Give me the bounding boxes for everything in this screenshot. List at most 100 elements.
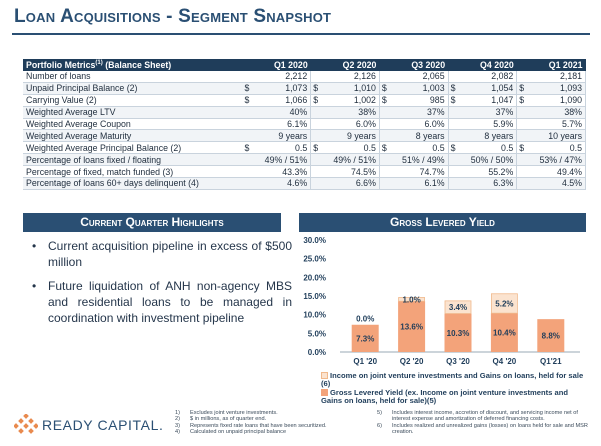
currency-sign: $ — [448, 94, 457, 107]
table-cell: 55.2% — [456, 165, 518, 179]
table-row: Number of loans 2,212 2,126 2,065 2,082 2,181 — [23, 71, 587, 83]
table-cell: 0.5 — [250, 141, 312, 155]
table-cell: 38% — [319, 106, 380, 119]
table-cell: 6.3% — [456, 177, 518, 190]
row-label: Weighted Average Maturity — [23, 129, 243, 143]
currency-sign: $ — [516, 82, 526, 95]
bar-jv-income — [398, 297, 425, 302]
table-cell: 5.7% — [525, 118, 587, 131]
table-row: Weighted Average Maturity 9 years 9 years 8… — [23, 129, 587, 143]
table-row: Unpaid Principal Balance (2) $1,073 $1,010… — [23, 82, 587, 95]
table-cell: 1,003 — [387, 82, 449, 95]
table-cell: 2,126 — [319, 71, 380, 83]
table-cell: 6.1% — [387, 177, 449, 190]
data-label: 10.3% — [447, 329, 470, 338]
bar-gross-yield — [351, 324, 379, 352]
table-cell: 50% / 50% — [456, 153, 518, 167]
table-cell: 51% / 49% — [387, 153, 449, 167]
x-tick-label: Q3 '20 — [446, 357, 470, 366]
currency-sign — [310, 129, 320, 143]
table-cell: 1,054 — [456, 82, 518, 95]
page-title: Loan Acquisitions - Segment Snapshot — [14, 6, 332, 27]
currency-sign — [516, 71, 526, 83]
col-header-q3-2020: Q3 2020 — [379, 59, 449, 71]
footnote: 5) Includes interest income, accretion of… — [377, 410, 578, 423]
highlight-item: Future liquidation of ANH non-agency MBS… — [32, 278, 292, 326]
x-tick-label: Q1'21 — [540, 357, 562, 366]
row-label: Weighted Average LTV — [23, 106, 243, 119]
table-cell: 40% — [250, 106, 312, 119]
logo-text: READY CAPITAL. — [42, 417, 164, 433]
row-label: Number of loans — [23, 71, 243, 83]
row-label: Weighted Average Principal Balance (2) — [23, 141, 243, 155]
table-cell: 0.5 — [319, 141, 380, 155]
table-row: Weighted Average LTV 40% 38% 37% 37% 38% — [23, 106, 587, 119]
x-tick-label: Q1 '20 — [353, 357, 377, 366]
data-label: 1.0% — [402, 295, 420, 304]
table-cell: 1,090 — [525, 94, 587, 107]
y-tick-label: 25.0% — [303, 255, 326, 264]
table-cell: 43.3% — [250, 165, 312, 179]
footnote: 6) Includes realized and unrealized gains… — [377, 422, 588, 436]
currency-sign — [448, 177, 457, 190]
table-row: Percentage of fixed, match funded (3) 43.… — [23, 165, 587, 179]
data-label: 0.0% — [356, 315, 374, 324]
table-cell: 1,047 — [456, 94, 518, 107]
y-tick-label: 5.0% — [308, 329, 326, 338]
currency-sign — [448, 129, 457, 143]
table-cell: 4.6% — [250, 177, 312, 190]
col-header-q4-2020: Q4 2020 — [448, 59, 517, 71]
table-cell: 9 years — [250, 129, 312, 143]
currency-sign: $ — [310, 82, 320, 95]
currency-sign: $ — [516, 94, 526, 107]
highlights-list: Current acquisition pipeline in excess o… — [32, 238, 292, 334]
currency-sign — [516, 106, 526, 119]
footnote: 3) Represents fixed rate loans that have … — [175, 422, 327, 429]
title-divider — [12, 33, 590, 35]
table-header-label: Portfolio Metrics(1) (Balance Sheet) — [23, 59, 243, 71]
currency-sign — [242, 71, 251, 83]
data-label: 8.8% — [542, 332, 560, 341]
y-tick-label: 30.0% — [303, 236, 326, 245]
currency-sign — [516, 129, 526, 143]
footnote: 2) $ in millions, as of quarter end. — [175, 416, 267, 423]
currency-sign — [310, 177, 320, 190]
currency-sign — [516, 165, 526, 179]
currency-sign: $ — [379, 94, 388, 107]
table-cell: 9 years — [319, 129, 380, 143]
currency-sign — [242, 153, 251, 167]
data-label: 10.4% — [493, 329, 516, 338]
table-cell: 8 years — [456, 129, 518, 143]
table-row: Carrying Value (2) $1,066 $1,002 $985 $1,047… — [23, 94, 587, 107]
y-tick-label: 20.0% — [303, 273, 326, 282]
bar-gross-yield — [398, 301, 426, 352]
currency-sign: $ — [242, 82, 251, 95]
ready-capital-logo-mark-icon — [14, 414, 38, 434]
table-cell: 6.6% — [319, 177, 380, 190]
currency-sign: $ — [242, 94, 251, 107]
currency-sign — [310, 71, 320, 83]
currency-sign — [242, 129, 251, 143]
currency-sign — [310, 106, 320, 119]
row-label: Unpaid Principal Balance (2) — [23, 82, 243, 95]
legend-item-jv-income: Income on joint venture investments and … — [321, 371, 589, 389]
bar-gross-yield — [537, 319, 565, 352]
currency-sign: $ — [448, 141, 457, 155]
table-cell: 2,212 — [250, 71, 312, 83]
row-label: Weighted Average Coupon — [23, 118, 243, 131]
bar-jv-income — [444, 300, 472, 314]
table-cell: 0.5 — [387, 141, 449, 155]
y-tick-label: 10.0% — [303, 311, 326, 320]
footnote: 1) Excludes joint venture investments. — [175, 410, 278, 416]
table-cell: 10 years — [525, 129, 587, 143]
y-tick-label: 15.0% — [303, 292, 326, 301]
currency-sign — [448, 106, 457, 119]
table-cell: 1,093 — [525, 82, 587, 95]
table-cell: 37% — [387, 106, 449, 119]
currency-sign: $ — [516, 141, 526, 155]
currency-sign — [242, 165, 251, 179]
table-cell: 53% / 47% — [525, 153, 587, 167]
currency-sign — [379, 118, 388, 131]
table-cell: 49% / 51% — [319, 153, 380, 167]
bar-gross-yield — [490, 313, 518, 352]
